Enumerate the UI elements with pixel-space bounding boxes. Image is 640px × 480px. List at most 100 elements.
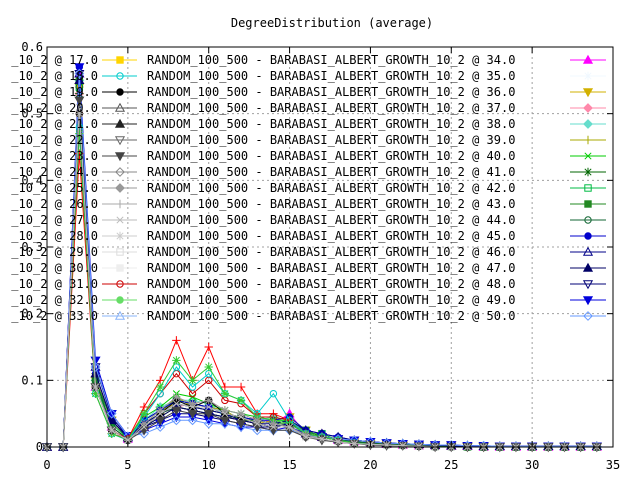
x-tick-label: 15 — [282, 458, 296, 472]
series-marker — [188, 376, 197, 385]
series-marker — [140, 423, 148, 431]
series-marker — [584, 184, 592, 192]
y-tick-label: 0.5 — [21, 107, 43, 121]
legend-left-label: _10_2 @ 23.0 — [11, 149, 98, 163]
y-tick-label: 0 — [36, 440, 43, 454]
series-marker — [584, 232, 592, 240]
series-marker — [155, 422, 166, 432]
series-marker — [91, 383, 100, 391]
series-marker — [583, 103, 593, 113]
axis-layer: 0 5 10 15 20 25 30 35 0 0.1 0.2 0.3 0.4 0.5 0.6 — [21, 40, 620, 472]
series-marker — [221, 410, 229, 418]
x-tick-label: 35 — [606, 458, 620, 472]
series-marker — [188, 399, 197, 408]
series-marker — [203, 409, 214, 419]
series-marker — [584, 200, 592, 208]
series-marker — [116, 296, 124, 304]
legend-label: RANDOM_100_500 - BARABASI_ALBERT_GROWTH_… — [147, 69, 515, 83]
series-marker — [116, 280, 124, 288]
series-marker — [106, 415, 117, 425]
series-marker — [269, 423, 277, 431]
series-marker — [116, 264, 124, 272]
legend-label: RANDOM_100_500 - BARABASI_ALBERT_GROWTH_… — [147, 85, 515, 99]
series-marker — [583, 135, 593, 145]
legend-left-label: _10_2 @ 20.0 — [11, 101, 98, 115]
legend-left-label: _10_2 @ 24.0 — [11, 165, 98, 179]
legend-left-label: _10_2 @ 21.0 — [11, 117, 98, 131]
series-marker — [582, 88, 594, 98]
legend-label: RANDOM_100_500 - BARABASI_ALBERT_GROWTH_… — [147, 53, 515, 67]
legend-left-label: _10_2 @ 28.0 — [11, 229, 98, 243]
legend-label: RANDOM_100_500 - BARABASI_ALBERT_GROWTH_… — [147, 117, 515, 131]
series-marker — [171, 415, 182, 426]
series-marker — [583, 311, 593, 321]
series-marker — [106, 408, 117, 419]
series-marker — [172, 392, 181, 402]
series-marker — [399, 442, 407, 450]
series-marker — [75, 129, 84, 138]
series-marker — [115, 167, 125, 177]
series-marker — [172, 336, 181, 345]
series-marker — [114, 310, 126, 320]
x-tick-label: 0 — [43, 458, 50, 472]
series-marker — [334, 438, 342, 446]
series-marker — [236, 396, 246, 405]
legend-left-label: _10_2 @ 33.0 — [11, 309, 98, 323]
x-tick-label: 30 — [525, 458, 539, 472]
series-marker — [115, 199, 125, 209]
series-marker — [115, 231, 125, 241]
x-tick-label: 5 — [124, 458, 131, 472]
series-marker — [156, 406, 165, 415]
legend-label: RANDOM_100_500 - BARABASI_ALBERT_GROWTH_… — [147, 293, 515, 307]
series-marker — [205, 403, 213, 411]
series-marker — [220, 406, 230, 415]
series-marker — [204, 362, 213, 372]
legend-label: RANDOM_100_500 - BARABASI_ALBERT_GROWTH_… — [147, 229, 515, 243]
x-tick-label: 20 — [363, 458, 377, 472]
series-marker — [114, 118, 126, 128]
series-marker — [219, 418, 230, 429]
series-marker — [203, 418, 214, 429]
legend-left-label: _10_2 @ 22.0 — [11, 133, 98, 147]
legend-label: RANDOM_100_500 - BARABASI_ALBERT_GROWTH_… — [147, 181, 515, 195]
y-tick-label: 0.6 — [21, 40, 43, 54]
grid-layer — [47, 47, 613, 447]
series-marker — [253, 416, 262, 425]
series-marker — [91, 389, 100, 398]
series-marker — [583, 119, 593, 129]
x-tick-label: 10 — [201, 458, 215, 472]
legend-label: RANDOM_100_500 - BARABASI_ALBERT_GROWTH_… — [147, 261, 515, 275]
series-marker — [156, 382, 165, 392]
legend-left-label: _10_2 @ 32.0 — [11, 293, 98, 307]
series-marker — [582, 54, 594, 64]
series-marker — [204, 396, 213, 405]
legend-left-label: _10_2 @ 19.0 — [11, 85, 98, 99]
series-marker — [114, 102, 126, 112]
series-marker — [90, 362, 101, 372]
series-marker — [582, 246, 594, 256]
series-marker — [286, 423, 294, 431]
series-marker — [116, 216, 124, 224]
series-marker — [583, 167, 593, 177]
series-marker — [235, 419, 247, 429]
legend-left-label: _10_2 @ 31.0 — [11, 277, 98, 291]
series-marker — [236, 409, 246, 418]
series-marker — [172, 356, 181, 365]
series-marker — [124, 436, 132, 444]
series-marker — [116, 56, 124, 64]
series-marker — [139, 419, 149, 428]
series-marker — [155, 416, 166, 426]
series-marker — [350, 440, 358, 448]
legend-label: RANDOM_100_500 - BARABASI_ALBERT_GROWTH_… — [147, 149, 515, 163]
series-marker — [74, 63, 85, 73]
legend-label: RANDOM_100_500 - BARABASI_ALBERT_GROWTH_… — [147, 133, 515, 147]
series-marker — [116, 72, 124, 80]
series-marker — [302, 433, 310, 441]
legend-label: RANDOM_100_500 - BARABASI_ALBERT_GROWTH_… — [147, 277, 515, 291]
series-marker — [156, 410, 164, 418]
legend-left-label: _10_2 @ 29.0 — [11, 245, 98, 259]
series-marker — [415, 442, 423, 450]
legend-label: RANDOM_100_500 - BARABASI_ALBERT_GROWTH_… — [147, 165, 515, 179]
series-marker — [187, 409, 198, 419]
